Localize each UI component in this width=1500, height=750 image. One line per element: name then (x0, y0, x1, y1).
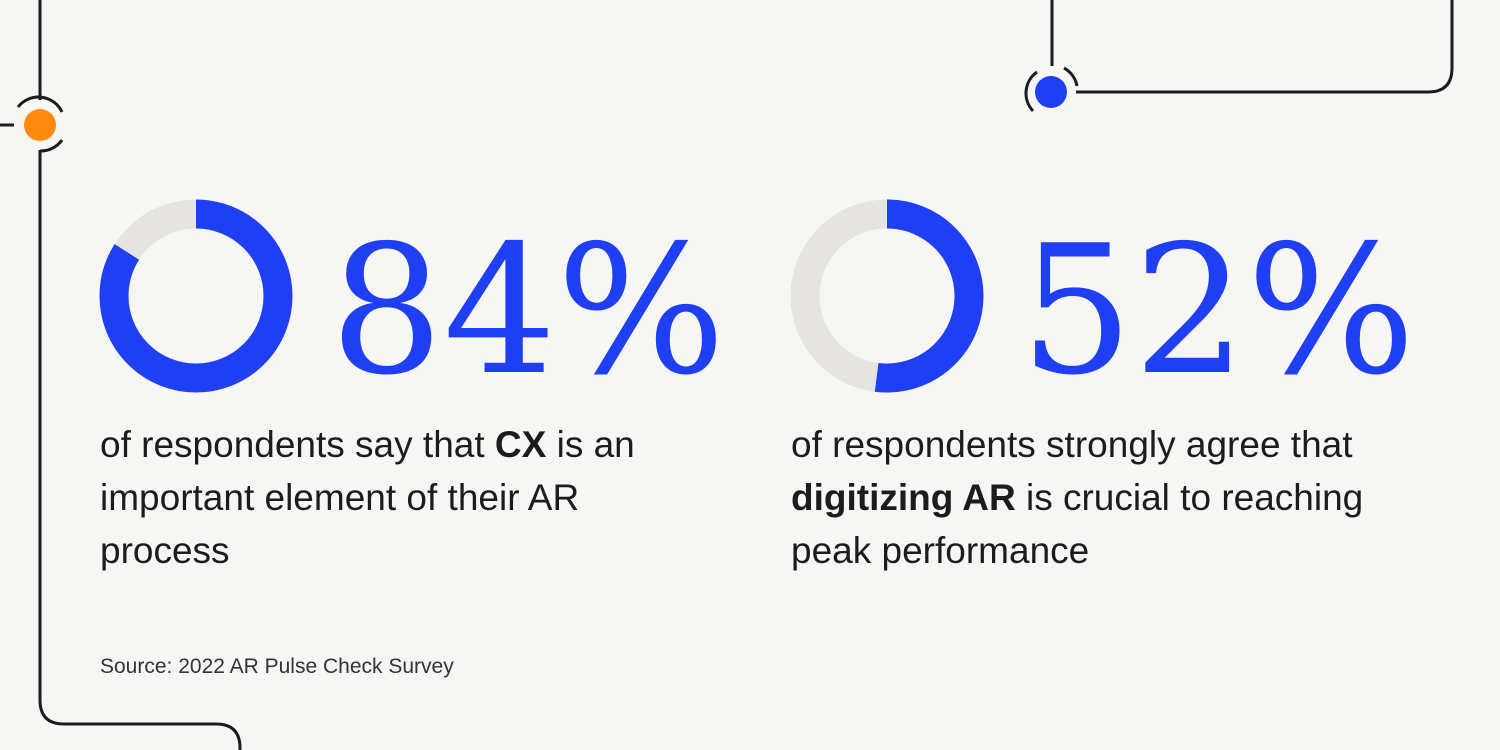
caption-text: of respondents say that (100, 424, 495, 465)
donut-segment (790, 199, 984, 393)
caption-text: of respondents strongly agree that (791, 424, 1353, 465)
blue-dot (1035, 76, 1067, 108)
caption-text: is crucial to reaching peak performance (791, 477, 1364, 571)
donut-segment (99, 199, 293, 393)
orange-dot (24, 109, 56, 141)
caption: of respondents strongly agree that digit… (791, 418, 1371, 577)
caption: of respondents say that CX is an importa… (100, 418, 680, 577)
caption-text: digitizing AR (791, 477, 1016, 518)
decoration (0, 0, 1454, 750)
value-label: 52% (1020, 207, 1416, 414)
caption-text: is an important element of their AR proc… (100, 424, 635, 571)
caption-text: CX (494, 424, 547, 465)
source: Source: 2022 AR Pulse Check Survey (100, 655, 454, 678)
value-label: 84% (330, 207, 726, 414)
